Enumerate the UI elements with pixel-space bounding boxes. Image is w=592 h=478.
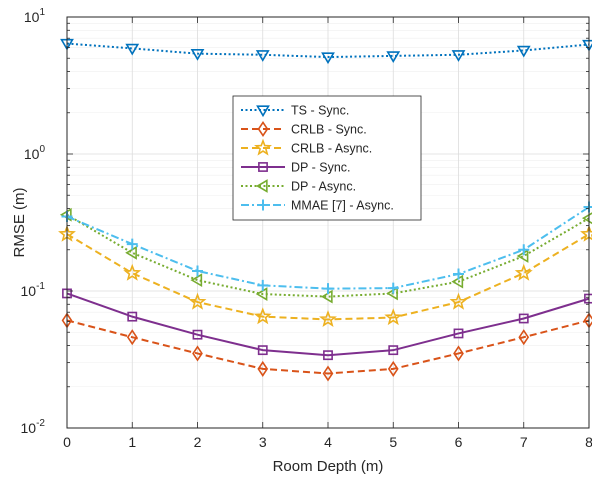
data-point-marker — [255, 287, 268, 301]
legend-item: CRLB - Async. — [241, 138, 372, 156]
data-point-marker — [190, 273, 203, 288]
series-0 — [60, 38, 592, 65]
data-point-marker — [257, 199, 269, 211]
legend-item: MMAE [7] - Async. — [241, 199, 394, 213]
legend-item: DP - Async. — [241, 179, 356, 194]
data-point-marker — [126, 238, 138, 250]
legend-item: TS - Sync. — [241, 104, 349, 118]
data-point-marker — [255, 179, 268, 193]
data-point-marker — [387, 282, 399, 294]
series-5 — [61, 201, 592, 295]
x-axis-label: Room Depth (m) — [273, 458, 384, 475]
legend-label: DP - Sync. — [291, 161, 351, 175]
series-line — [66, 42, 590, 59]
x-tick-label: 6 — [455, 434, 463, 450]
data-point-marker — [449, 292, 468, 310]
series-line — [66, 213, 590, 298]
data-point-marker — [257, 120, 269, 138]
legend-label: TS - Sync. — [291, 104, 349, 118]
legend-label: DP - Async. — [291, 180, 356, 194]
data-point-marker — [518, 313, 529, 324]
legend-label: CRLB - Sync. — [291, 123, 367, 137]
data-point-marker — [518, 244, 530, 256]
x-tick-label: 3 — [259, 434, 267, 450]
data-point-marker — [188, 292, 207, 310]
legend-label: CRLB - Async. — [291, 142, 372, 156]
series-line — [66, 292, 590, 357]
y-tick-label: 100 — [24, 144, 46, 162]
data-point-marker — [323, 350, 333, 361]
legend: TS - Sync. CRLB - Sync. CRLB - Async. DP - … — [232, 95, 422, 221]
data-point-marker — [319, 310, 337, 328]
x-tick-label: 8 — [585, 434, 592, 450]
data-point-marker — [123, 263, 142, 281]
y-axis-label: RMSE (m) — [11, 188, 28, 258]
data-point-marker — [257, 360, 269, 377]
data-point-marker — [321, 52, 335, 65]
data-point-marker — [257, 345, 268, 356]
data-point-marker — [453, 268, 464, 280]
data-point-marker — [384, 308, 403, 326]
legend-item: CRLB - Sync. — [241, 120, 367, 138]
data-point-marker — [258, 162, 268, 172]
data-point-marker — [322, 283, 334, 295]
data-point-marker — [255, 50, 270, 62]
data-point-marker — [256, 105, 270, 118]
data-point-marker — [192, 345, 203, 362]
x-tick-label: 2 — [194, 434, 202, 450]
data-point-marker — [126, 329, 138, 346]
data-point-marker — [192, 329, 203, 340]
data-point-marker — [514, 263, 533, 281]
x-tick-label: 0 — [63, 434, 71, 450]
data-point-marker — [518, 329, 530, 346]
series-line — [66, 319, 590, 375]
data-point-marker — [386, 51, 401, 63]
series-layer — [58, 38, 592, 382]
data-point-marker — [192, 265, 203, 277]
data-point-marker — [322, 365, 334, 382]
x-tick-label: 7 — [520, 434, 528, 450]
data-point-marker — [388, 345, 399, 356]
data-point-marker — [125, 43, 140, 56]
y-tick-label: 10-2 — [21, 418, 46, 436]
data-point-marker — [257, 279, 269, 291]
data-point-marker — [453, 328, 464, 339]
data-point-marker — [254, 138, 272, 156]
data-point-marker — [451, 50, 466, 62]
legend-box — [232, 95, 422, 221]
y-tick-label: 101 — [24, 7, 46, 25]
legend-item: DP - Sync. — [241, 161, 351, 175]
data-point-marker — [190, 49, 205, 61]
data-point-marker — [581, 212, 592, 225]
data-point-marker — [387, 360, 399, 377]
legend-label: MMAE [7] - Async. — [291, 199, 394, 213]
data-point-marker — [125, 245, 137, 260]
data-point-marker — [253, 307, 272, 325]
data-point-marker — [127, 311, 138, 322]
data-point-marker — [516, 45, 531, 58]
x-tick-label: 1 — [128, 434, 136, 450]
series-2 — [58, 224, 592, 328]
series-line — [66, 233, 590, 321]
x-tick-label: 5 — [389, 434, 397, 450]
data-point-marker — [453, 345, 464, 362]
x-tick-label: 4 — [324, 434, 332, 450]
y-tick-label: 10-1 — [21, 281, 46, 299]
